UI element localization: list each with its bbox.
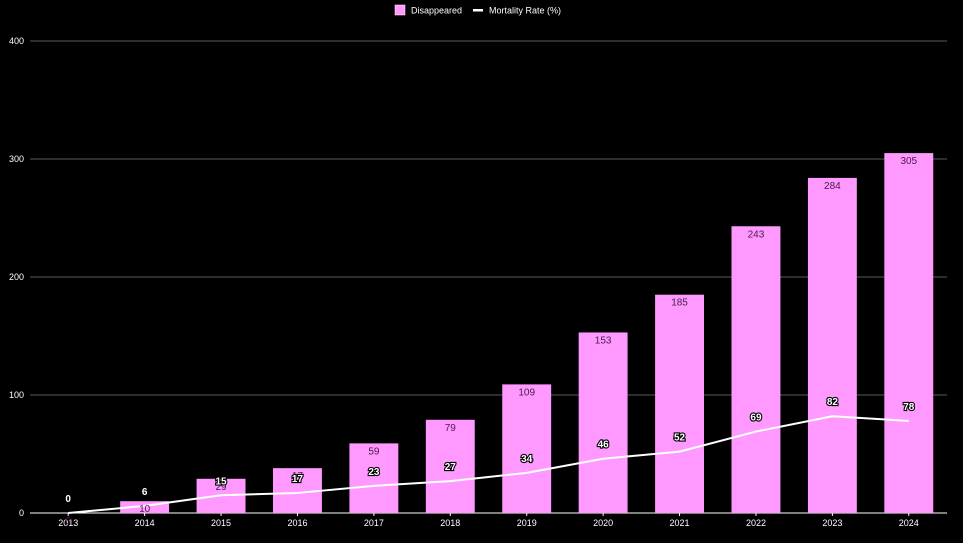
- bar-data-label: 305: [900, 156, 917, 167]
- y-tick-label: 200: [9, 272, 24, 282]
- y-tick-label: 300: [9, 154, 24, 164]
- line-data-label: 82: [827, 397, 839, 408]
- bar: [502, 384, 552, 513]
- x-axis-ticks: 2013 2014 2015 2016 2017 2018 2019 2020 2021 2022…: [58, 513, 919, 528]
- bar: [425, 419, 475, 513]
- bar-data-label: 59: [368, 446, 380, 457]
- bar-data-label: 0: [65, 516, 71, 527]
- x-tick-label: 2022: [746, 518, 766, 528]
- bar: [349, 443, 399, 513]
- x-tick-label: 2023: [822, 518, 842, 528]
- bar: [578, 332, 628, 513]
- x-tick-label: 2024: [899, 518, 919, 528]
- legend: Disappeared Mortality Rate (%): [394, 4, 561, 16]
- line-data-label: 15: [215, 476, 227, 487]
- bar: [884, 153, 934, 513]
- x-tick-label: 2013: [58, 518, 78, 528]
- bar: [807, 177, 857, 513]
- x-tick-label: 2020: [593, 518, 613, 528]
- bar: [655, 294, 704, 513]
- line-data-label: 6: [142, 487, 148, 498]
- bar-data-label: 153: [595, 335, 612, 346]
- x-tick-label: 2018: [440, 518, 460, 528]
- x-tick-label: 2017: [364, 518, 384, 528]
- line-data-label: 17: [292, 474, 304, 485]
- bar-data-label: 243: [748, 229, 765, 240]
- y-axis-ticks: 0 100 200 300 400: [9, 36, 24, 518]
- bar-data-label: 10: [139, 504, 151, 515]
- bar-data-label: 17: [292, 471, 304, 482]
- line-data-label: 46: [598, 440, 610, 451]
- x-tick-label: 2016: [287, 518, 307, 528]
- y-tick-label: 0: [19, 508, 24, 518]
- x-tick-label: 2015: [211, 518, 231, 528]
- mortality-line: [68, 415, 909, 514]
- bar-data-label: 79: [445, 423, 457, 434]
- mortality-rate-line: [68, 415, 909, 514]
- x-tick-label: 2021: [670, 518, 690, 528]
- legend-swatch-mortality-rate: [473, 9, 483, 12]
- line-data-label: 0: [65, 494, 71, 505]
- line-data-label: 78: [903, 402, 915, 413]
- bar-data-label: 284: [824, 181, 841, 192]
- x-tick-label: 2014: [135, 518, 155, 528]
- y-tick-label: 400: [9, 36, 24, 46]
- line-data-label: 27: [445, 462, 457, 473]
- y-tick-label: 100: [9, 390, 24, 400]
- x-tick-label: 2019: [517, 518, 537, 528]
- line-data-label: 52: [674, 433, 686, 444]
- line-data-label: 34: [521, 454, 533, 465]
- bar-data-label: 185: [671, 298, 688, 309]
- bar-data-label: 109: [518, 387, 535, 398]
- legend-label-disappeared: Disappeared: [411, 6, 462, 16]
- line-data-label: 23: [368, 467, 380, 478]
- bar: [731, 226, 781, 513]
- grid: [30, 40, 947, 514]
- bar: [120, 501, 170, 513]
- legend-label-mortality-rate: Mortality Rate (%): [489, 6, 561, 16]
- bar-data-label: 29: [215, 482, 227, 493]
- bars: [120, 153, 934, 513]
- line-data-label: 69: [750, 413, 762, 424]
- legend-swatch-disappeared: [394, 4, 406, 16]
